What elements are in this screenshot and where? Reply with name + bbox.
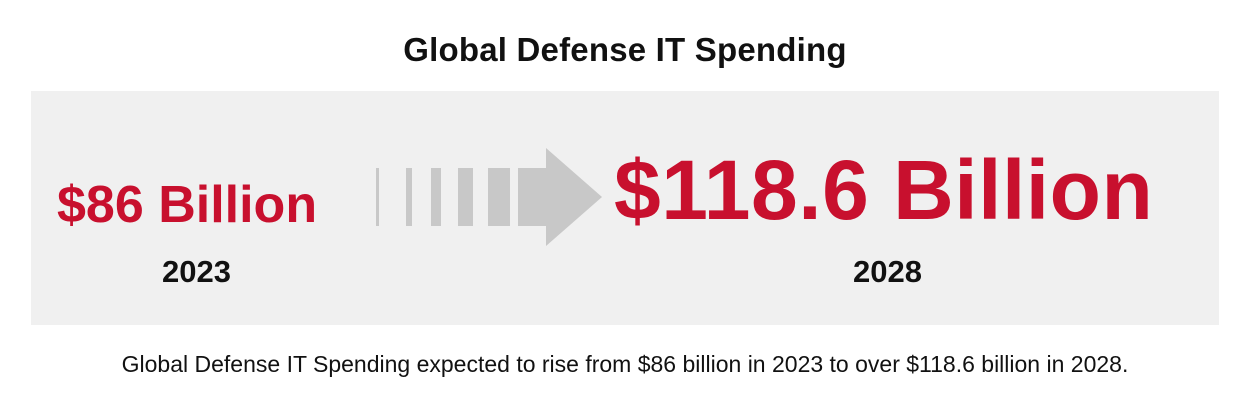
arrow-stripe-5	[488, 168, 510, 226]
arrow-stripe-1	[376, 168, 379, 226]
arrow-stripe-2	[406, 168, 412, 226]
value-2023: $86 Billion	[57, 176, 318, 234]
arrow-stripe-3	[431, 168, 441, 226]
right-arrow-icon	[376, 148, 602, 246]
arrow-stripe-4	[458, 168, 473, 226]
year-2028: 2028	[853, 254, 922, 289]
page-title: Global Defense IT Spending	[403, 31, 847, 68]
caption: Global Defense IT Spending expected to r…	[121, 351, 1129, 377]
value-2028: $118.6 Billion	[614, 143, 1154, 237]
year-2023: 2023	[162, 254, 231, 289]
arrow-head	[518, 148, 602, 246]
stats-panel	[31, 91, 1219, 325]
